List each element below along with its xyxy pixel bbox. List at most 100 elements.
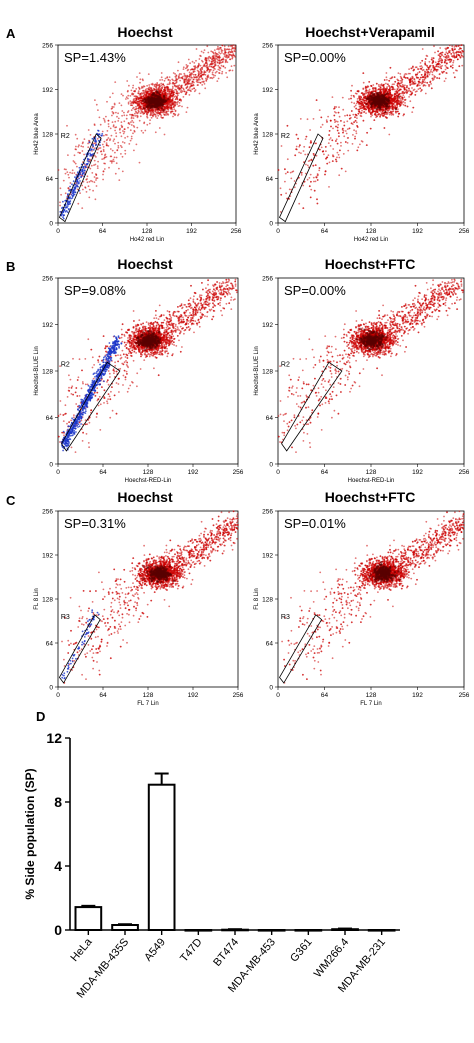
event-dot xyxy=(135,107,138,110)
event-dot xyxy=(421,48,424,50)
event-dot xyxy=(333,107,336,110)
event-dot xyxy=(111,111,114,113)
event-dot xyxy=(399,73,402,75)
event-dot xyxy=(397,108,399,111)
side-population-dot xyxy=(87,158,90,161)
event-dot xyxy=(93,164,95,166)
event-dot xyxy=(189,68,192,71)
event-dot xyxy=(432,78,435,80)
side-population-dot xyxy=(74,176,76,179)
event-dot xyxy=(332,148,335,150)
event-dot xyxy=(375,115,378,118)
event-dot xyxy=(172,94,175,96)
panel-letter-d: D xyxy=(36,709,46,724)
event-dot xyxy=(120,146,123,149)
event-dot xyxy=(210,68,212,71)
event-dot xyxy=(92,189,94,192)
event-dot xyxy=(121,170,124,173)
event-dot xyxy=(107,119,110,122)
event-dot xyxy=(223,45,226,48)
event-dot xyxy=(114,172,117,175)
event-dot xyxy=(187,88,190,91)
event-dot xyxy=(111,105,114,108)
event-dot xyxy=(172,87,174,89)
event-dot-core xyxy=(158,92,161,95)
event-dot xyxy=(173,96,176,98)
event-dot xyxy=(171,99,174,101)
event-dot xyxy=(210,65,213,68)
event-dot xyxy=(361,107,363,110)
event-dot xyxy=(66,124,68,127)
event-dot xyxy=(80,145,83,148)
event-dot xyxy=(185,83,187,85)
event-dot-core xyxy=(157,107,160,110)
event-dot xyxy=(127,102,130,105)
event-dot xyxy=(133,108,136,111)
event-dot xyxy=(354,135,356,138)
event-dot xyxy=(148,88,150,91)
event-dot xyxy=(59,201,61,204)
event-dot xyxy=(209,63,212,66)
event-dot xyxy=(221,44,224,47)
event-dot xyxy=(102,173,104,176)
event-dot xyxy=(168,76,171,78)
event-dot xyxy=(172,79,175,82)
event-dot xyxy=(81,150,84,152)
event-dot xyxy=(200,66,203,69)
event-dot xyxy=(106,100,108,103)
event-dot xyxy=(228,53,231,56)
event-dot xyxy=(135,111,138,114)
event-dot-core xyxy=(144,98,147,102)
event-dot xyxy=(196,81,199,84)
event-dot xyxy=(157,88,159,90)
event-dot-core xyxy=(160,104,164,107)
event-dot-core xyxy=(152,92,155,95)
event-dot xyxy=(363,110,366,113)
event-dot xyxy=(185,87,188,89)
event-dot xyxy=(129,129,132,132)
event-dot xyxy=(96,167,99,169)
event-dot xyxy=(445,66,448,68)
event-dot xyxy=(146,115,148,118)
event-dot xyxy=(217,59,220,62)
event-dot xyxy=(444,47,447,50)
event-dot xyxy=(157,111,159,113)
event-dot xyxy=(176,92,179,95)
event-dot xyxy=(118,167,120,170)
event-dot xyxy=(101,153,103,156)
event-dot xyxy=(410,67,413,70)
event-dot xyxy=(156,82,159,84)
event-dot xyxy=(408,89,411,92)
event-dot xyxy=(63,168,66,171)
event-dot xyxy=(298,151,300,154)
event-dot xyxy=(116,149,119,152)
event-dot xyxy=(425,68,428,71)
event-dot xyxy=(208,59,211,62)
side-population-dot xyxy=(68,189,70,192)
event-dot xyxy=(217,61,219,64)
event-dot-core xyxy=(153,104,156,108)
event-dot xyxy=(351,84,353,87)
event-dot xyxy=(420,90,422,93)
event-dot xyxy=(372,84,375,86)
event-dot xyxy=(431,57,433,59)
event-dot xyxy=(232,44,235,46)
event-dot xyxy=(117,117,120,120)
event-dot xyxy=(173,85,176,87)
event-dot xyxy=(177,114,179,117)
event-dot xyxy=(95,174,98,176)
event-dot xyxy=(221,61,224,63)
event-dot xyxy=(113,156,116,159)
event-dot xyxy=(153,85,156,88)
event-dot xyxy=(210,60,213,63)
event-dot xyxy=(414,90,417,93)
event-dot xyxy=(320,146,323,149)
event-dot xyxy=(433,45,435,48)
event-dot xyxy=(432,70,435,72)
side-population-dot xyxy=(71,183,73,186)
event-dot xyxy=(195,66,198,69)
event-dot xyxy=(204,71,207,74)
event-dot xyxy=(177,61,180,64)
side-population-dot xyxy=(74,184,77,186)
y-tick-label: 0 xyxy=(49,221,53,228)
